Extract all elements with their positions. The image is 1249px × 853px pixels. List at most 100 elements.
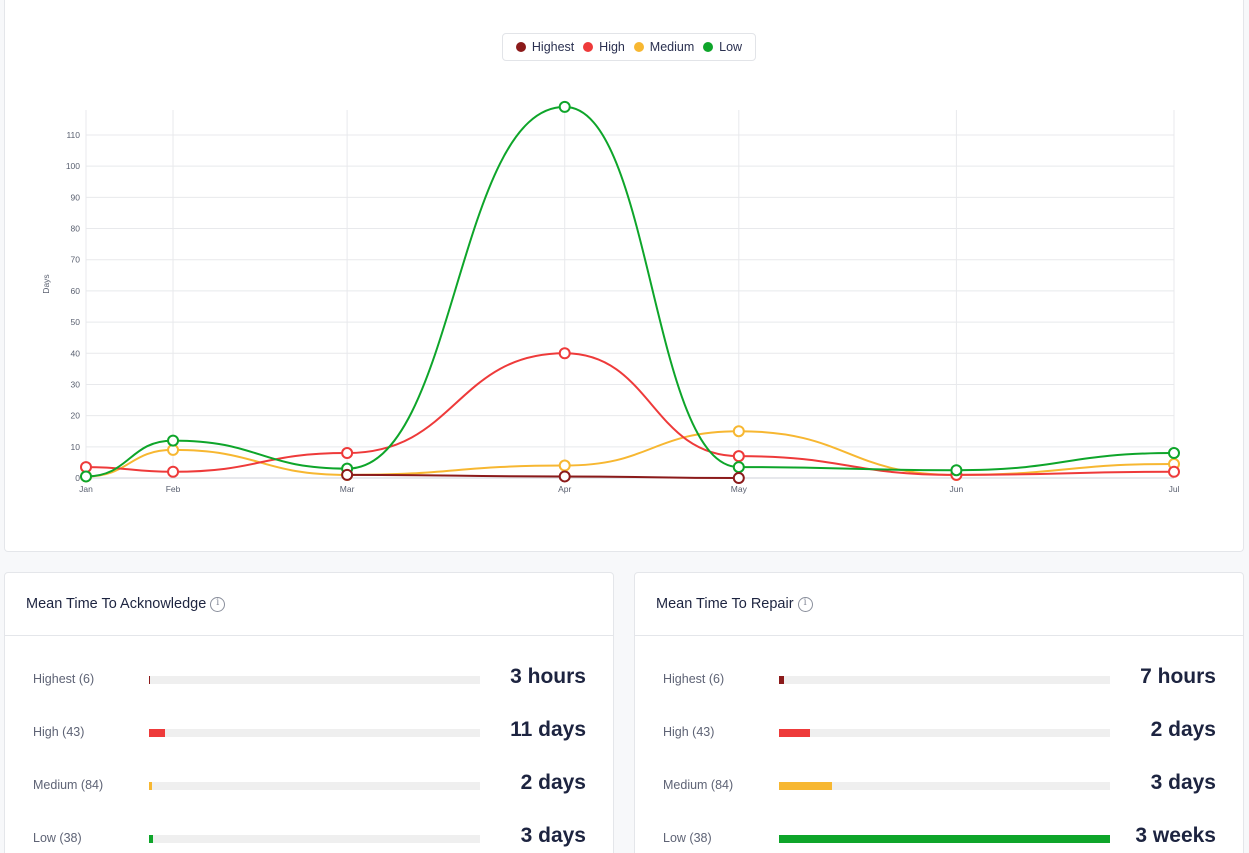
row-value: 3 days [520,824,586,847]
data-point-medium [732,425,745,438]
data-point-high [558,347,571,360]
mttr-card: Mean Time To Repair Highest (6) 7 hours … [634,572,1244,853]
data-point-low [80,470,92,483]
progress-fill [149,782,152,790]
data-point-medium [558,459,571,472]
row-label: Highest (6) [33,672,95,686]
y-tick-label: 50 [71,317,81,327]
data-point-low [1168,447,1180,460]
x-tick-label: May [731,484,748,494]
row-label: High (43) [663,725,715,739]
y-tick-label: 110 [66,130,80,140]
row-value: 3 hours [510,665,586,688]
y-axis-label: Days [41,274,51,293]
row-label: Medium (84) [33,778,104,792]
y-tick-label: 70 [71,255,81,265]
y-tick-label: 90 [71,192,81,202]
data-point-high [1168,465,1180,478]
data-point-highest [732,472,745,484]
data-point-low [167,434,180,447]
row-label: Medium (84) [663,778,734,792]
row-value: 2 days [1150,718,1216,741]
progress-track [779,676,1110,684]
mtta-header: Mean Time To Acknowledge [5,573,613,636]
progress-track [779,729,1110,737]
row-value: 2 days [520,771,586,794]
row-value: 7 hours [1140,665,1216,688]
row-label: Highest (6) [663,672,725,686]
progress-fill [149,676,151,684]
mtta-card: Mean Time To Acknowledge Highest (6) 3 h… [4,572,614,853]
y-tick-label: 20 [71,411,81,421]
progress-track [779,835,1110,843]
y-tick-label: 40 [71,348,81,358]
progress-track [149,729,480,737]
line-chart: 0 10 20 30 40 50 60 70 80 90 100 110 Jan Feb Mar Apr May… [41,100,1180,494]
y-tick-label: 100 [66,161,80,171]
legend-dot-high [583,42,594,52]
y-tick-label: 60 [71,286,81,296]
series-line-medium [85,430,1175,478]
legend-item-high[interactable]: High [583,40,625,54]
legend-item-low[interactable]: Low [703,40,742,54]
info-icon[interactable] [210,596,226,612]
legend-dot-low [703,42,714,52]
data-point-highest [558,470,571,483]
progress-track [149,676,480,684]
y-tick-label: 10 [71,442,81,452]
y-tick-label: 0 [75,473,80,483]
legend-label-low: Low [719,40,743,54]
row-label: Low (38) [33,831,82,845]
series-line-low [85,105,1175,478]
legend-dot-highest [515,42,526,52]
data-point-high [341,447,354,460]
row-label: High (43) [33,725,85,739]
mttr-row-highest: Highest (6) 7 hours [635,665,1243,695]
row-value: 3 weeks [1135,824,1216,847]
x-tick-label: Mar [340,484,355,494]
legend-label-highest: Highest [531,40,575,54]
data-point-highest [341,468,354,481]
row-value: 3 days [1150,771,1216,794]
mttr-row-low: Low (38) 3 weeks [635,824,1243,853]
mtta-row-high: High (43) 11 days [5,718,613,748]
x-tick-label: Apr [558,484,571,494]
chart-legend: Highest High Medium Low [502,33,756,61]
data-point-low [950,464,963,477]
data-point-high [732,450,745,463]
legend-label-medium: Medium [649,40,695,54]
legend-label-high: High [599,40,625,54]
y-tick-label: 30 [71,379,81,389]
x-tick-label: Jun [950,484,964,494]
x-tick-label: Jul [1169,484,1180,494]
progress-fill [779,782,832,790]
row-value: 11 days [510,718,586,741]
row-label: Low (38) [663,831,712,845]
legend-item-medium[interactable]: Medium [633,40,695,54]
mttr-title: Mean Time To Repair [656,596,794,612]
progress-fill [779,676,784,684]
mttr-header: Mean Time To Repair [635,573,1243,636]
mttr-row-medium: Medium (84) 3 days [635,771,1243,801]
x-tick-label: Feb [166,484,181,494]
mtta-row-medium: Medium (84) 2 days [5,771,613,801]
progress-fill [779,835,1110,843]
progress-fill [779,729,811,737]
y-tick-label: 80 [71,224,81,234]
x-tick-label: Jan [79,484,93,494]
mtta-row-highest: Highest (6) 3 hours [5,665,613,695]
progress-track [149,835,480,843]
mttr-row-high: High (43) 2 days [635,718,1243,748]
data-point-low [558,100,571,113]
legend-item-highest[interactable]: Highest [515,40,575,54]
progress-track [149,782,480,790]
progress-fill [149,835,154,843]
mtta-title: Mean Time To Acknowledge [26,596,207,612]
chart-card: 0 10 20 30 40 50 60 70 80 90 100 110 Jan Feb Mar Apr May… [4,0,1244,552]
legend-dot-medium [633,42,644,52]
info-icon[interactable] [797,596,813,612]
data-point-high [167,465,180,478]
progress-fill [149,729,165,737]
data-point-low [732,461,745,474]
progress-track [779,782,1110,790]
